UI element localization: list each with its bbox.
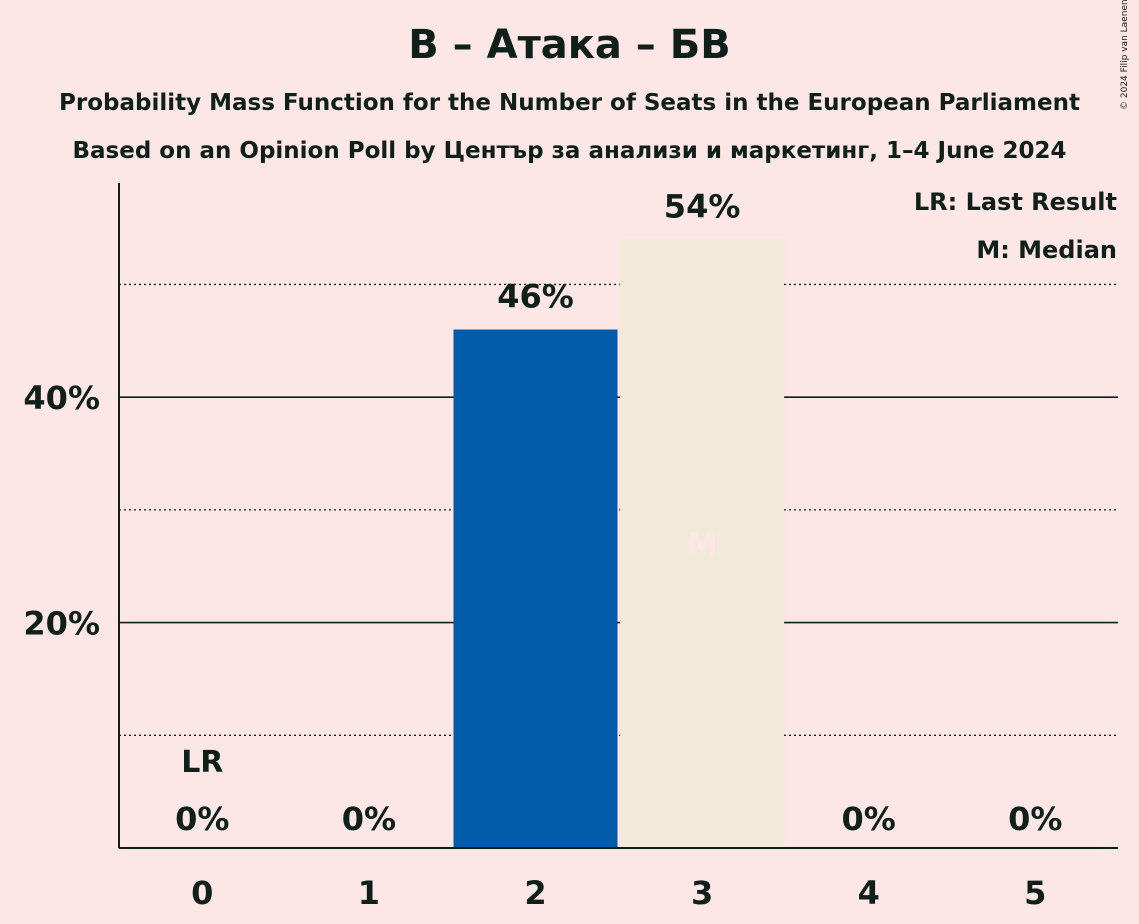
chart-title: В – Атака – БВ bbox=[408, 22, 731, 68]
legend-item: M: Median bbox=[976, 236, 1117, 264]
x-tick-label: 5 bbox=[1024, 874, 1046, 912]
x-tick-label: 4 bbox=[858, 874, 880, 912]
median-marker: M bbox=[686, 526, 718, 564]
value-label: 46% bbox=[497, 278, 574, 316]
value-label: 0% bbox=[342, 800, 396, 838]
value-label: 54% bbox=[664, 187, 741, 225]
bars bbox=[453, 239, 785, 849]
x-tick-label: 2 bbox=[524, 874, 546, 912]
last-result-marker: LR bbox=[181, 745, 223, 780]
bar-seats-3 bbox=[620, 239, 785, 848]
chart-subtitle: Probability Mass Function for the Number… bbox=[59, 90, 1080, 116]
x-tick-label: 3 bbox=[691, 874, 713, 912]
value-label: 0% bbox=[175, 800, 229, 838]
x-tick-label: 0 bbox=[191, 874, 213, 912]
y-tick-label: 20% bbox=[23, 605, 100, 643]
gridlines bbox=[119, 283, 1118, 736]
bar-seats-2 bbox=[453, 329, 618, 849]
y-tick-label: 40% bbox=[23, 379, 100, 417]
chart-subtitle-source: Based on an Opinion Poll by Център за ан… bbox=[72, 138, 1067, 164]
data-labels: 0% 0% 46% 54% 0% 0% LR M bbox=[175, 187, 1062, 838]
x-tick-label: 1 bbox=[358, 874, 380, 912]
legend-item: LR: Last Result bbox=[914, 188, 1117, 216]
legend: LR: Last Result M: Median bbox=[914, 188, 1117, 264]
value-label: 0% bbox=[842, 800, 896, 838]
axes: 20% 40% 0 1 2 3 4 5 bbox=[23, 183, 1118, 912]
value-label: 0% bbox=[1008, 800, 1062, 838]
